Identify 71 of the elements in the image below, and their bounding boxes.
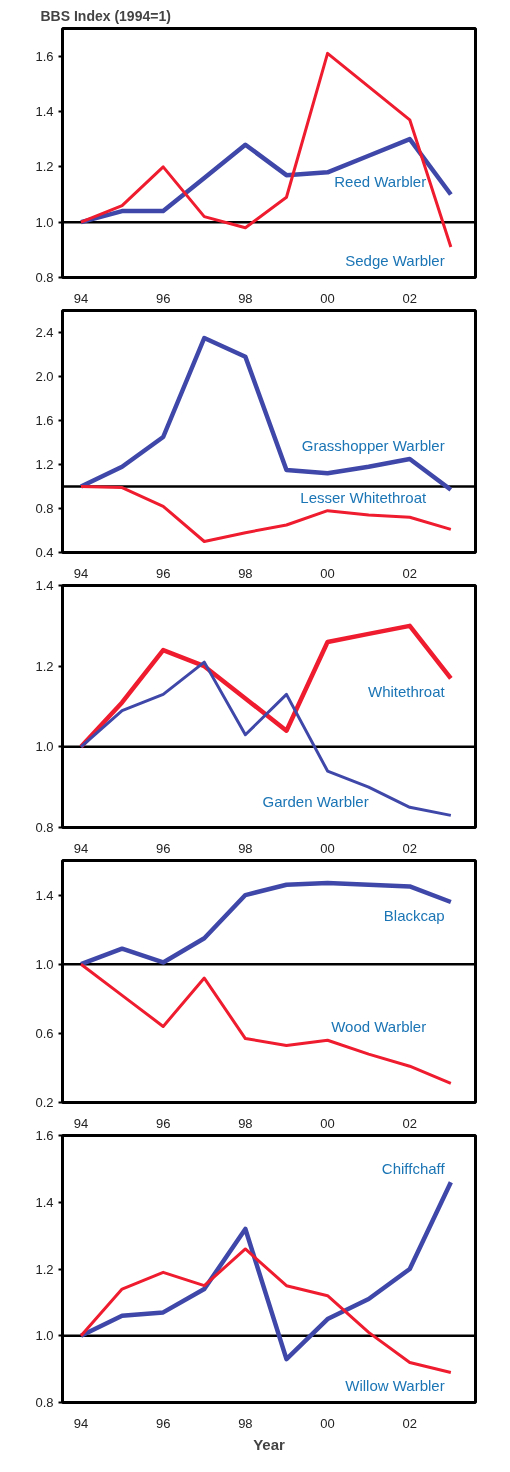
x-tick-label: 98 <box>238 1115 253 1131</box>
x-tick-label: 02 <box>402 565 417 581</box>
x-tick-label: 94 <box>73 1415 89 1431</box>
series-label: Sedge Warbler <box>345 252 445 270</box>
x-tick-label: 98 <box>238 290 253 306</box>
line-series <box>78 880 454 967</box>
y-tick-label: 1.6 <box>35 413 54 428</box>
series-label: Blackcap <box>383 906 445 924</box>
line-series <box>79 485 453 543</box>
series-label: Wood Warbler <box>331 1018 427 1036</box>
series-label: Chiffchaff <box>381 1160 446 1178</box>
x-tick-label: 02 <box>402 840 417 856</box>
x-tick-label: 96 <box>155 565 171 581</box>
y-tick-label: 0.8 <box>35 501 54 516</box>
x-tick-label: 00 <box>320 565 335 581</box>
y-tick-label: 0.8 <box>35 820 54 835</box>
x-tick-label: 94 <box>73 290 89 306</box>
y-tick-label: 1.6 <box>35 48 54 64</box>
x-tick-label: 96 <box>155 1115 171 1131</box>
y-tick-label: 1.2 <box>35 457 54 472</box>
line-series <box>79 1247 453 1374</box>
x-tick-label: 94 <box>73 1115 89 1131</box>
y-tick-label: 1.4 <box>35 1194 54 1210</box>
y-tick-label: 1.2 <box>35 658 54 674</box>
series-label: Whitethroat <box>367 683 446 701</box>
y-tick-label: 1.0 <box>35 214 54 230</box>
x-tick-label: 96 <box>155 840 171 856</box>
x-tick-label: 00 <box>320 290 335 306</box>
series-label: Willow Warbler <box>345 1377 445 1395</box>
y-tick-label: 1.0 <box>35 739 54 755</box>
line-series <box>79 51 453 249</box>
line-series <box>79 660 453 817</box>
y-tick-label: 1.4 <box>35 104 54 119</box>
y-tick-label: 0.6 <box>35 1025 54 1041</box>
line-series <box>78 136 454 225</box>
chart-title: BBS Index (1994=1) <box>40 7 171 24</box>
x-tick-label: 02 <box>402 1415 417 1431</box>
x-tick-label: 02 <box>402 290 417 306</box>
y-tick-label: 1.0 <box>35 1328 54 1344</box>
series-label: Reed Warbler <box>334 172 427 190</box>
x-tick-label: 94 <box>73 840 89 856</box>
y-tick-label: 1.4 <box>35 578 54 593</box>
line-series <box>79 962 453 1085</box>
x-axis-title: Year <box>253 1435 286 1453</box>
x-tick-label: 98 <box>238 1415 253 1431</box>
y-tick-label: 0.8 <box>35 270 54 285</box>
x-tick-label: 02 <box>402 1115 417 1131</box>
x-tick-label: 98 <box>238 565 253 581</box>
y-tick-label: 0.8 <box>35 1395 54 1410</box>
x-tick-label: 94 <box>73 565 89 581</box>
y-tick-label: 2.4 <box>35 325 54 340</box>
x-tick-label: 98 <box>238 840 253 856</box>
x-tick-label: 96 <box>155 290 171 306</box>
line-series <box>78 1179 454 1362</box>
x-tick-label: 96 <box>155 1415 171 1431</box>
series-label: Garden Warbler <box>262 793 369 811</box>
y-tick-label: 0.4 <box>35 545 54 560</box>
y-tick-label: 2.0 <box>35 369 54 384</box>
x-tick-label: 00 <box>320 1115 335 1131</box>
y-tick-label: 1.2 <box>35 1261 54 1277</box>
x-tick-label: 00 <box>320 1415 335 1431</box>
y-tick-label: 1.2 <box>35 159 54 175</box>
x-tick-label: 00 <box>320 840 335 856</box>
y-tick-label: 1.4 <box>35 887 54 903</box>
y-tick-label: 1.0 <box>35 956 54 972</box>
y-tick-label: 1.6 <box>35 1128 54 1143</box>
line-series <box>78 335 454 493</box>
series-label: Grasshopper Warbler <box>301 437 445 454</box>
line-series <box>78 623 454 750</box>
y-tick-label: 0.2 <box>35 1095 54 1110</box>
series-label: Lesser Whitethroat <box>300 488 428 506</box>
